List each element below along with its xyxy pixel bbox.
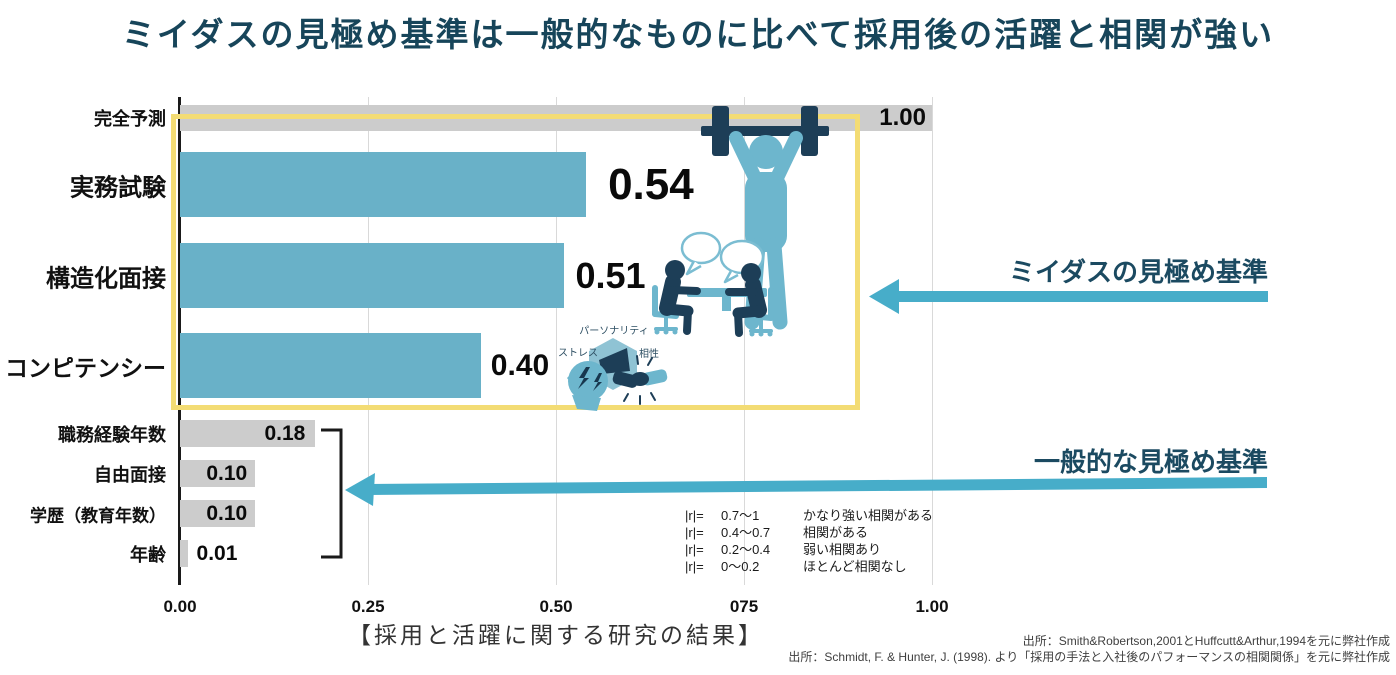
chart-bar [180,105,932,131]
chart-bar [180,152,587,217]
chart-bar [180,460,256,487]
x-axis-tick: 075 [729,597,759,616]
annotation-miidas: ミイダスの見極め基準 [1009,257,1268,287]
legend-r: |r|= [685,525,704,540]
category-label: 学歴（教育年数） [30,506,166,525]
chart-bar [180,540,188,567]
legend-row: |r|= 0〜0.2 ほとんど相関なし [685,558,933,575]
chart-bar [180,420,316,447]
category-labels: 完全予測実務試験構造化面接コンピテンシー職務経験年数自由面接学歴（教育年数） 年齢 [0,97,172,585]
chart-bar [180,500,256,527]
legend-r: |r|= [685,508,704,523]
bar-value-label: 0.54 [608,159,694,209]
legend-r: |r|= [685,559,704,574]
legend-desc: ほとんど相関なし [803,559,907,574]
category-label: コンピテンシー [5,354,166,381]
source-line: 出所：Schmidt, F. & Hunter, J. (1998). より「採… [788,650,1390,664]
category-label: 職務経験年数 [58,424,166,445]
chart-bar [180,333,481,398]
x-axis-tick: 0.00 [163,597,197,616]
gridline-100 [932,97,933,585]
x-axis-tick: 0.25 [351,597,385,616]
source-line: 出所：Smith&Robertson,2001とHuffcutt&Arthur,… [1022,634,1390,648]
category-label: 実務試験 [70,174,166,201]
legend-desc: 相関がある [803,525,869,540]
bar-value-label: 0.40 [490,348,550,382]
legend-row: |r|= 0.7〜1 かなり強い相関がある [685,507,933,524]
bar-value-label: 0.18 [264,421,306,445]
bar-value-label: 0.10 [206,501,248,525]
legend-desc: 弱い相関あり [803,542,882,557]
legend-range: 0.2〜0.4 [721,542,771,557]
x-axis-tick: 1.00 [915,597,949,616]
category-label: 自由面接 [94,464,166,485]
annotation-general: 一般的な見極め基準 [1033,447,1268,477]
legend-range: 0.4〜0.7 [721,525,771,540]
source-notes: 出所：Smith&Robertson,2001とHuffcutt&Arthur,… [788,633,1390,665]
category-label: 年齢 [130,544,166,565]
legend-r: |r|= [685,542,704,557]
correlation-legend: |r|= 0.7〜1 かなり強い相関がある |r|= 0.4〜0.7 相関がある |r|= 0… [685,507,933,575]
chart-bar [180,243,564,308]
legend-row: |r|= 0.4〜0.7 相関がある [685,524,933,541]
legend-range: 0〜0.2 [721,559,760,574]
legend-row: |r|= 0.2〜0.4 弱い相関あり [685,541,933,558]
category-label: 完全予測 [94,109,166,129]
bar-value-label: 0.10 [206,461,248,485]
legend-desc: かなり強い相関がある [803,508,934,523]
x-axis-tick: 0.50 [539,597,573,616]
bar-value-label: 1.00 [879,104,926,131]
category-label: 構造化面接 [46,265,166,292]
legend-range: 0.7〜1 [721,508,760,523]
chart-caption: 【採用と活躍に関する研究の結果】 [348,622,764,648]
page-title: ミイダスの見極め基準は一般的なものに比べて採用後の活躍と相関が強い [121,16,1275,53]
bar-value-label: 0.01 [196,541,238,565]
bar-value-label: 0.51 [575,254,646,296]
